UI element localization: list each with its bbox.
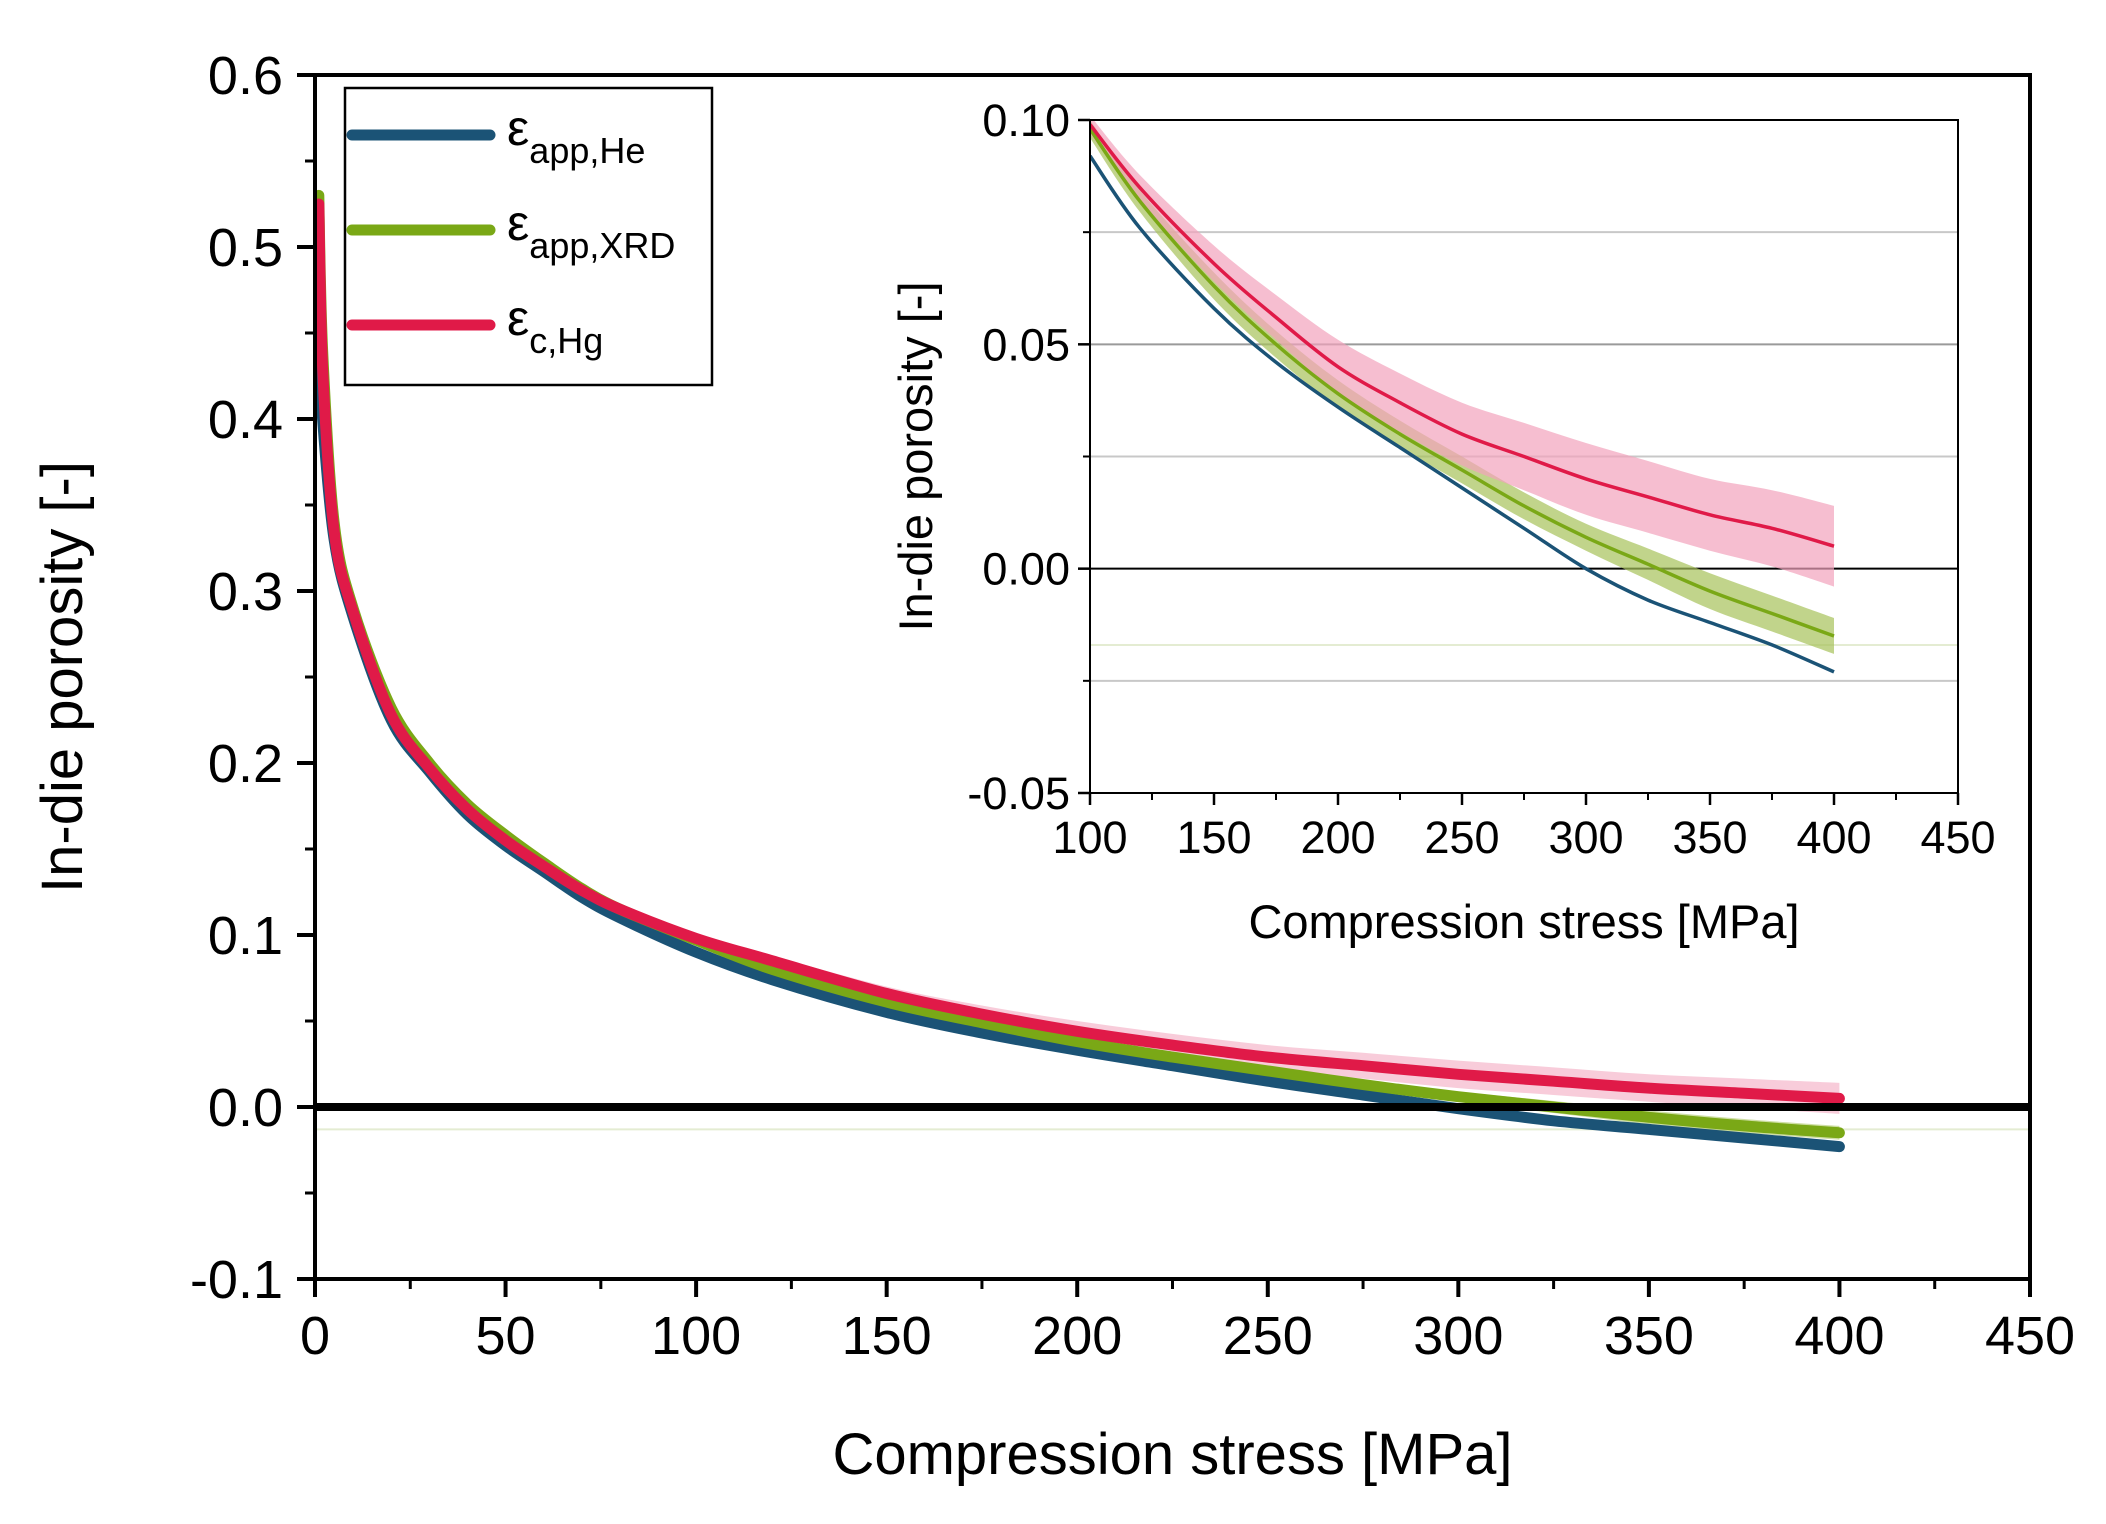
inset-xtick-label: 100 bbox=[1052, 812, 1127, 863]
main-x-axis-label: Compression stress [MPa] bbox=[832, 1422, 1512, 1487]
main-xtick-label: 350 bbox=[1604, 1306, 1694, 1366]
main-xtick-label: 50 bbox=[476, 1306, 536, 1366]
inset-series-c-hg bbox=[1090, 123, 1835, 548]
main-xtick-label: 0 bbox=[300, 1306, 330, 1366]
main-band-c-hg bbox=[696, 935, 1840, 1114]
inset-ytick-label: 0.10 bbox=[982, 95, 1070, 146]
inset-curves bbox=[1090, 120, 1835, 674]
main-xtick-label: 300 bbox=[1413, 1306, 1503, 1366]
legend-label-subscript: app,XRD bbox=[529, 225, 675, 266]
inset-xtick-label: 450 bbox=[1920, 812, 1995, 863]
main-ytick-label: 0.2 bbox=[208, 734, 283, 794]
main-ytick-label: 0.5 bbox=[208, 218, 283, 278]
inset-xtick-label: 200 bbox=[1300, 812, 1375, 863]
main-xtick-label: 200 bbox=[1032, 1306, 1122, 1366]
main-ytick-label: 0.6 bbox=[208, 46, 283, 106]
inset-xtick-label: 150 bbox=[1176, 812, 1251, 863]
main-xtick-label: 400 bbox=[1794, 1306, 1884, 1366]
inset-ytick-label: 0.05 bbox=[982, 319, 1070, 370]
inset-xtick-label: 250 bbox=[1424, 812, 1499, 863]
inset-series-app-he bbox=[1090, 154, 1835, 674]
main-xtick-label: 450 bbox=[1985, 1306, 2075, 1366]
main-y-axis-label: In-die porosity [-] bbox=[30, 461, 95, 893]
inset-plot: -0.05 0.00 0.05 0.10 100 150 200 250 300 350 400 45… bbox=[889, 95, 2000, 965]
inset-series-app-xrd bbox=[1090, 127, 1835, 638]
main-series-c-hg bbox=[315, 198, 1845, 1104]
main-ytick-label: -0.1 bbox=[190, 1250, 283, 1310]
main-xtick-label: 100 bbox=[651, 1306, 741, 1366]
legend-label-subscript: app,He bbox=[529, 130, 645, 171]
inset-xtick-label: 350 bbox=[1672, 812, 1747, 863]
main-ytick-label: 0.4 bbox=[208, 390, 283, 450]
inset-y-axis-label: In-die porosity [-] bbox=[889, 281, 942, 631]
main-ytick-label: 0.3 bbox=[208, 562, 283, 622]
main-xtick-label: 250 bbox=[1223, 1306, 1313, 1366]
main-ytick-label: 0.1 bbox=[208, 906, 283, 966]
legend-label-subscript: c,Hg bbox=[529, 320, 603, 361]
inset-band-app-xrd bbox=[1090, 120, 1834, 654]
main-xtick-label: 150 bbox=[842, 1306, 932, 1366]
inset-xtick-label: 400 bbox=[1796, 812, 1871, 863]
inset-x-axis-label: Compression stress [MPa] bbox=[1248, 895, 1799, 948]
inset-band-c-hg bbox=[1090, 120, 1834, 587]
inset-ytick-label: -0.05 bbox=[967, 768, 1070, 819]
main-ytick-label: 0.0 bbox=[208, 1078, 283, 1138]
inset-xtick-label: 300 bbox=[1548, 812, 1623, 863]
main-curves bbox=[315, 189, 1845, 1153]
inset-ytick-label: 0.00 bbox=[982, 544, 1070, 595]
